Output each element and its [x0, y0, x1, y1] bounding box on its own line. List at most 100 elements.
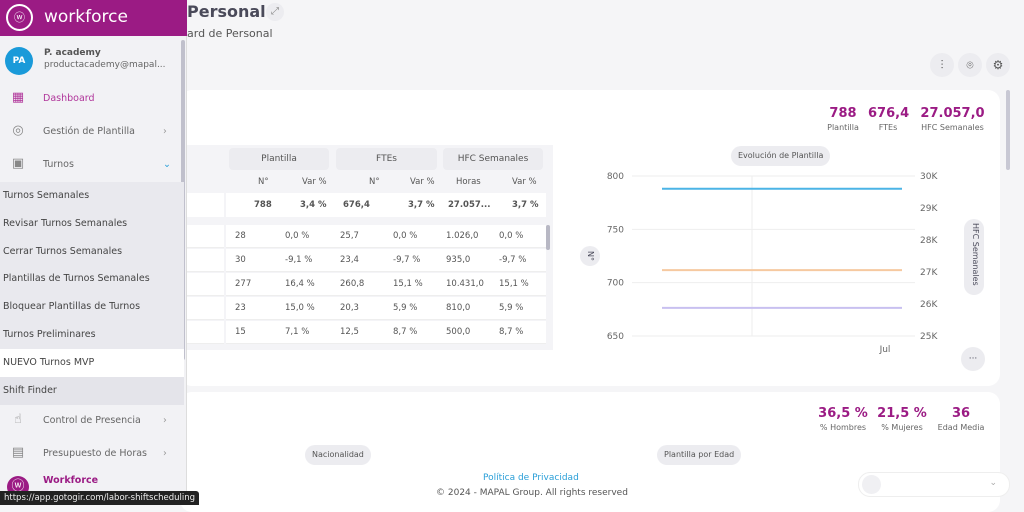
table-cell: 0,0 % — [393, 231, 418, 241]
sidebar-item-presupuesto[interactable]: ▤ Presupuesto de Horas › — [0, 437, 184, 470]
table-cell: 5,9 % — [499, 303, 524, 313]
kpi-mujeres: 21,5 %% Mujeres — [877, 406, 927, 432]
total-cell: 3,7 % — [408, 200, 435, 210]
total-cell: 3,7 % — [512, 200, 539, 210]
table-row[interactable] — [226, 321, 546, 344]
x-tick-label: Jul — [879, 345, 891, 355]
submenu-item[interactable]: Turnos Preliminares — [0, 321, 184, 349]
table-cell: 20,3 — [340, 303, 359, 313]
user-email: productacademy@mapal... — [44, 60, 166, 70]
sidebar-item-gestion[interactable]: ◎ Gestión de Plantilla › — [0, 115, 184, 148]
dashboard-icon: ▦ — [11, 90, 25, 105]
hand-pointer-icon: ☝ — [14, 412, 22, 427]
more-button[interactable]: ··· — [961, 347, 985, 371]
chevron-right-icon: › — [163, 448, 167, 459]
table-row[interactable] — [226, 225, 546, 248]
table-cell: 23,4 — [340, 255, 359, 265]
table-row[interactable] — [226, 297, 546, 320]
total-cell: 676,4 — [343, 200, 370, 210]
submenu-item[interactable]: Turnos Semanales — [0, 182, 184, 210]
group-hfc: HFC Semanales — [443, 148, 543, 170]
table-cell: 810,0 — [446, 303, 471, 313]
y2-tick-label: 29K — [920, 204, 938, 214]
chevron-right-icon: › — [163, 126, 167, 137]
chip-nacionalidad: Nacionalidad — [305, 445, 371, 465]
table-cell: 23 — [235, 303, 246, 313]
user-name: P. academy — [44, 48, 101, 58]
table-cell: 28 — [235, 231, 246, 241]
chevron-down-icon: ⌄ — [163, 159, 171, 170]
column-header: N° — [258, 177, 269, 187]
sliders-icon[interactable]: ⫶ — [930, 53, 954, 77]
table-cell: 25,7 — [340, 231, 359, 241]
widget-select[interactable]: ⌄ — [858, 472, 1010, 497]
column-header: Var % — [410, 177, 435, 187]
table-cell: 10.431,0 — [446, 279, 484, 289]
kpi-hfc: 27.057,0 HFC Semanales — [920, 106, 985, 132]
table-cell: 277 — [235, 279, 252, 289]
row-label-cell — [187, 225, 224, 248]
table-cell: 0,0 % — [285, 231, 310, 241]
page-scrollbar[interactable] — [1006, 90, 1010, 170]
workforce-logo-icon: ⓦ — [6, 4, 33, 31]
column-header: N° — [369, 177, 380, 187]
document-icon: ▤ — [11, 445, 25, 460]
submenu-item[interactable]: NUEVO Turnos MVP — [0, 348, 184, 377]
table-cell: 30 — [235, 255, 246, 265]
table-cell: 7,1 % — [285, 327, 310, 337]
submenu-item[interactable]: Shift Finder — [0, 376, 184, 405]
total-cell: 788 — [254, 200, 272, 210]
kpi-plantilla: 788 Plantilla — [827, 106, 859, 132]
sidebar-item-presencia[interactable]: ☝ Control de Presencia › — [0, 404, 184, 437]
table-row[interactable] — [226, 249, 546, 272]
table-scrollbar[interactable] — [546, 225, 550, 250]
table-row[interactable] — [226, 273, 546, 296]
avatar[interactable]: PA — [5, 47, 33, 75]
total-row — [226, 193, 546, 217]
y2-tick-label: 25K — [920, 332, 938, 342]
y-tick-label: 700 — [607, 279, 624, 289]
y2-tick-label: 26K — [920, 300, 938, 310]
gear-icon[interactable]: ⚙ — [986, 53, 1010, 77]
y-tick-label: 750 — [607, 225, 624, 235]
table-cell: 8,7 % — [393, 327, 418, 337]
table-cell: 935,0 — [446, 255, 471, 265]
y2-tick-label: 28K — [920, 236, 938, 246]
submenu-item[interactable]: Plantillas de Turnos Semanales — [0, 265, 184, 294]
total-cell: 27.057... — [448, 200, 491, 210]
kpi-edad: 36 Edad Media — [937, 406, 985, 432]
table-cell: -9,1 % — [285, 255, 313, 265]
table-cell: 15,0 % — [285, 303, 315, 313]
table-cell: 15,1 % — [499, 279, 529, 289]
location-pin-icon[interactable]: ⌾ — [958, 53, 982, 77]
table-cell: 500,0 — [446, 327, 471, 337]
table-cell: 12,5 — [340, 327, 359, 337]
sidebar-item-turnos[interactable]: ▣ Turnos ⌄ — [0, 148, 184, 181]
table-cell: 0,0 % — [499, 231, 524, 241]
row-label-cell — [187, 321, 224, 344]
row-label-cell — [187, 273, 224, 296]
sidebar-item-dashboard[interactable]: ▦ Dashboard — [11, 90, 95, 105]
group-plantilla: Plantilla — [229, 148, 329, 170]
privacy-link[interactable]: Política de Privacidad — [483, 473, 579, 483]
expand-icon[interactable]: ⤢ — [266, 3, 284, 21]
page-title: Personal — [187, 2, 266, 21]
status-url-tooltip: https://app.gotogir.com/labor-shiftsched… — [0, 491, 200, 505]
table-cell: 260,8 — [340, 279, 365, 289]
submenu-item[interactable]: Cerrar Turnos Semanales — [0, 237, 184, 266]
y-tick-label: 800 — [607, 172, 624, 182]
submenu-item[interactable]: Revisar Turnos Semanales — [0, 209, 184, 238]
chart-title: Evolución de Plantilla — [731, 146, 831, 166]
column-header: Var % — [302, 177, 327, 187]
total-cell: 3,4 % — [300, 200, 327, 210]
table-cell: 15 — [235, 327, 246, 337]
table-cell: 1.026,0 — [446, 231, 479, 241]
kpi-ftes: 676,4 FTEs — [868, 106, 910, 132]
y2-axis-label: HFC Semanales — [964, 219, 984, 295]
row-label-cell — [187, 249, 224, 272]
table-cell: -9,7 % — [499, 255, 527, 265]
table-cell: 5,9 % — [393, 303, 418, 313]
y-axis-label: N° — [580, 246, 600, 266]
submenu-item[interactable]: Bloquear Plantillas de Turnos Seman... — [0, 293, 184, 340]
y-tick-label: 650 — [607, 332, 624, 342]
